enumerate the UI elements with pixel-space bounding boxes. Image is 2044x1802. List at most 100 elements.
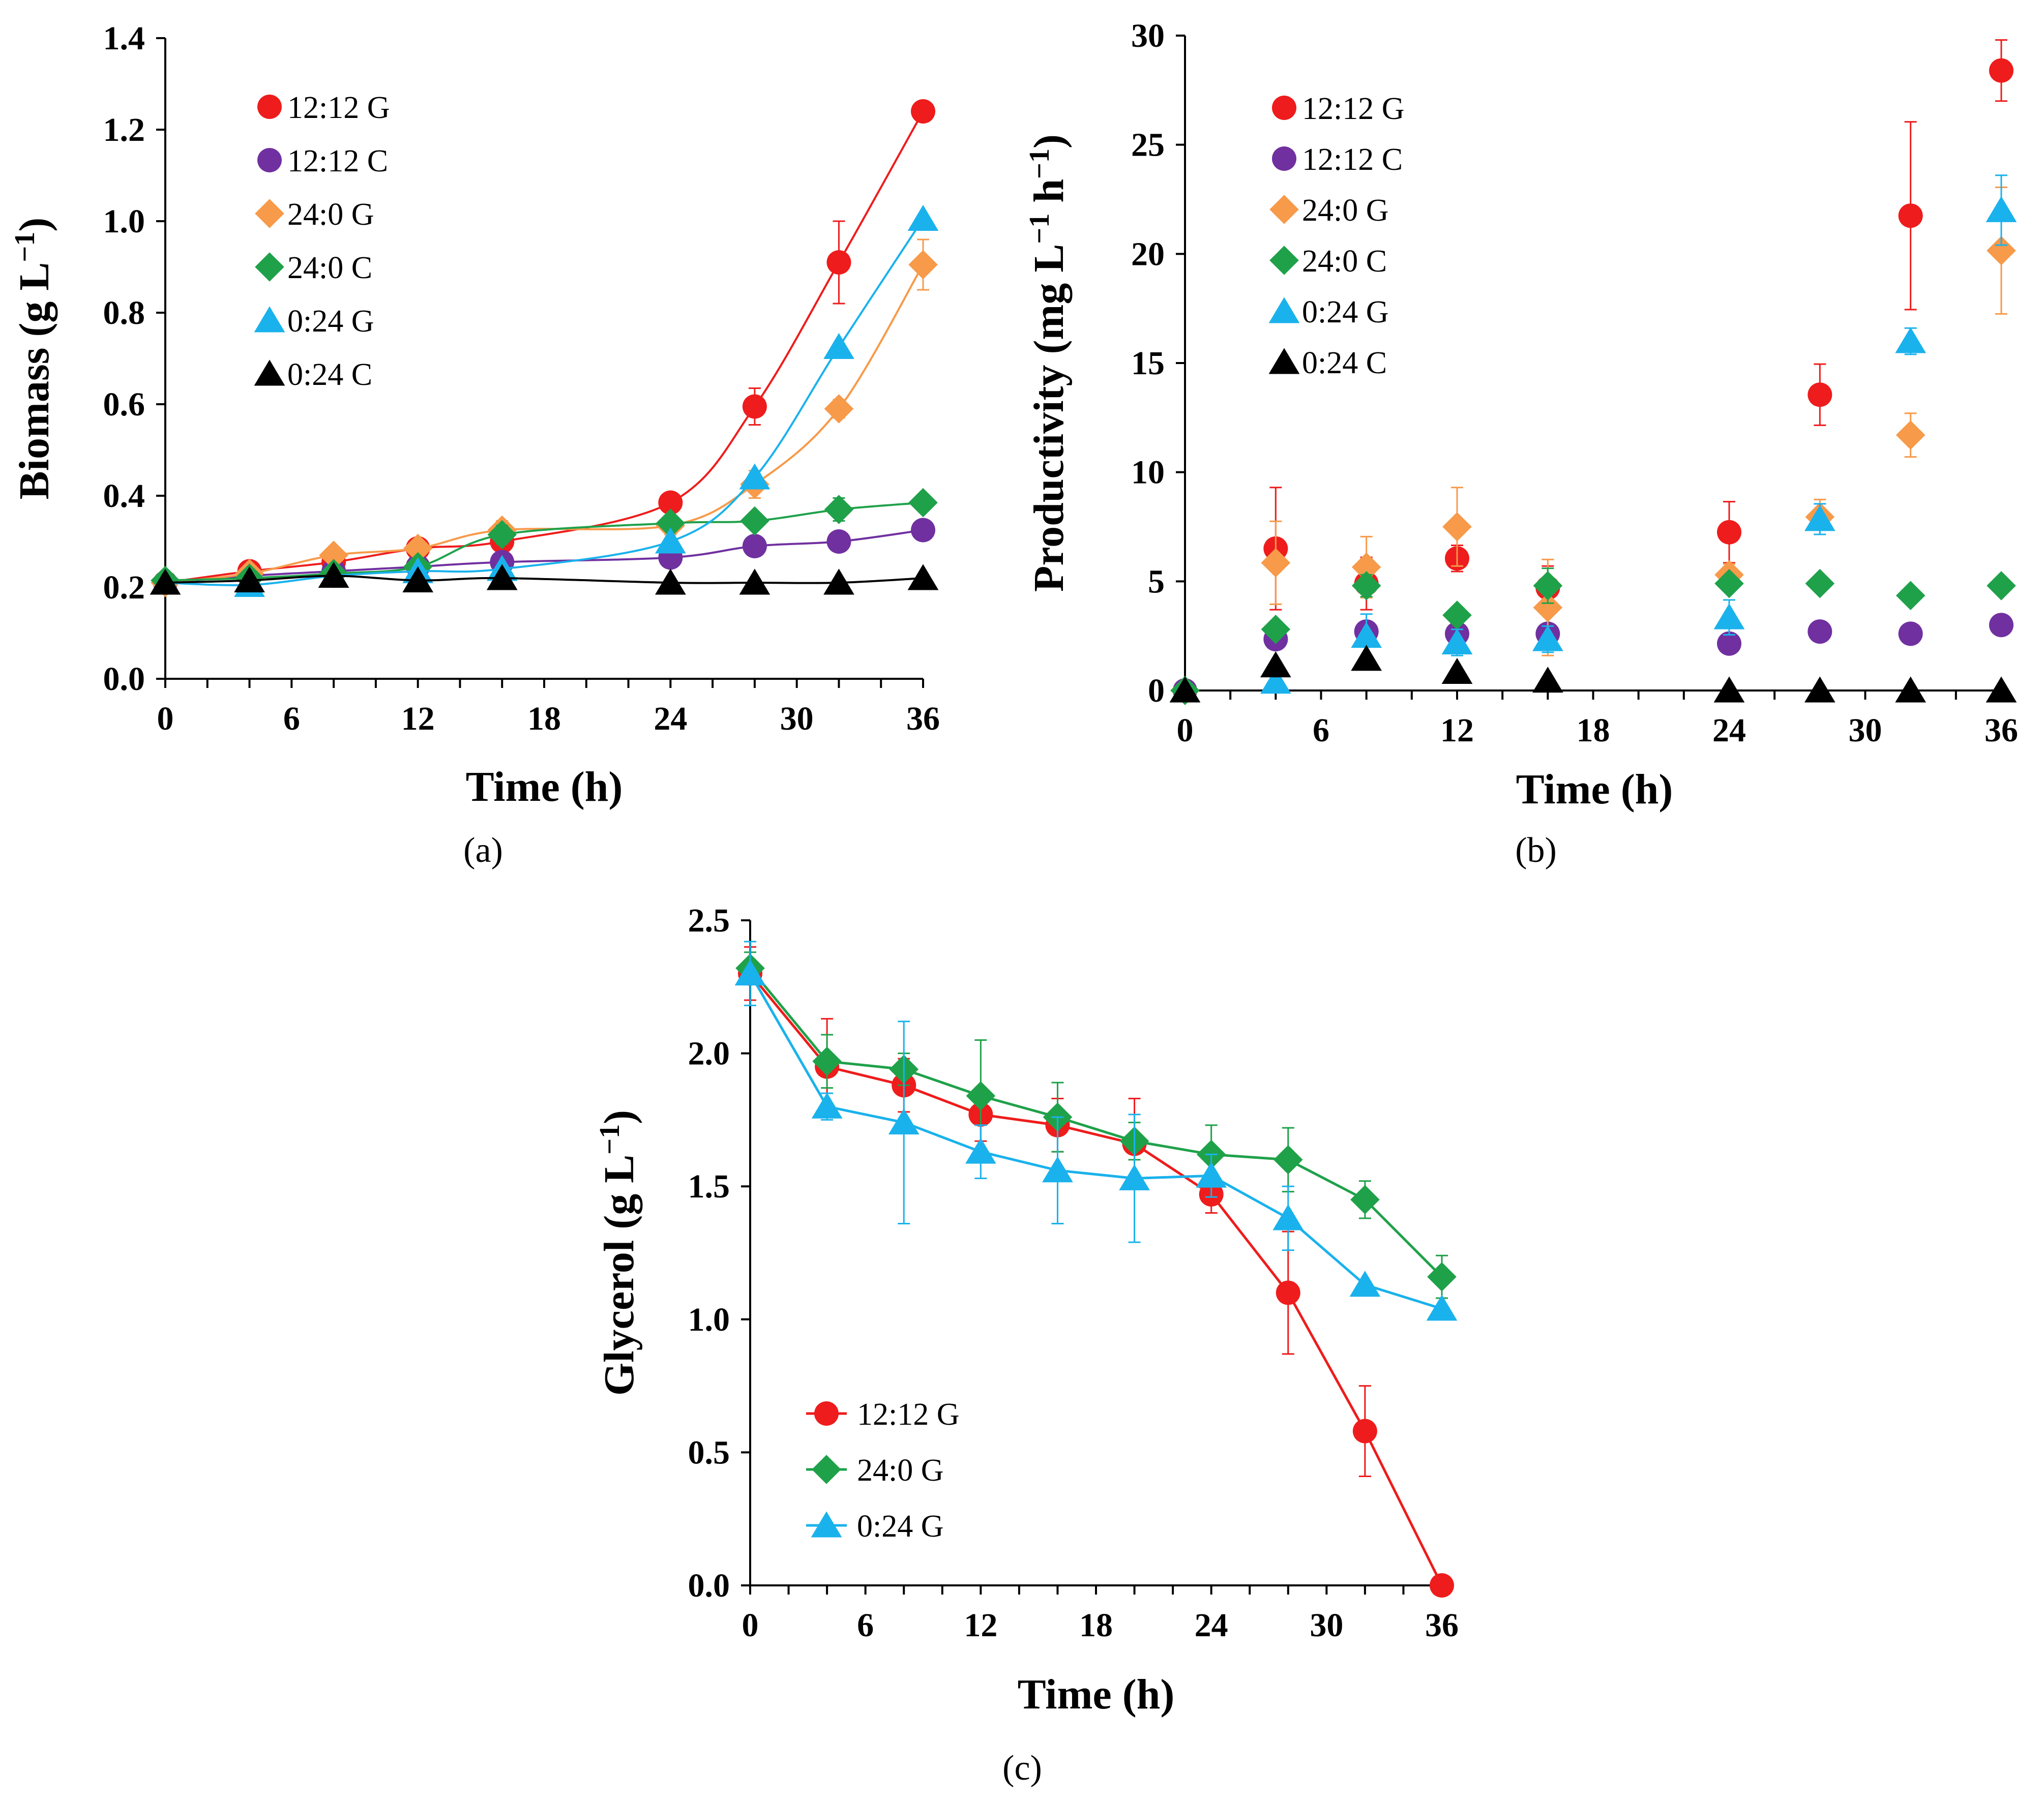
data-point	[402, 566, 434, 592]
legend-entry: 12:12 C	[1272, 142, 1403, 177]
y-tick-label: 1.5	[688, 1168, 730, 1205]
data-point	[1986, 196, 2017, 222]
x-tick-label: 18	[1079, 1607, 1113, 1644]
data-point	[1714, 568, 1744, 598]
data-point	[1895, 420, 1925, 450]
data-point	[658, 490, 683, 515]
data-point	[319, 540, 348, 570]
x-tick-label: 12	[1440, 712, 1474, 749]
data-point	[1430, 1573, 1454, 1598]
data-point	[150, 568, 181, 595]
legend-entry: 12:12 C	[257, 144, 388, 178]
data-point	[1532, 625, 1563, 651]
series-12-12-g	[153, 99, 935, 595]
legend-marker	[812, 1455, 841, 1484]
data-point	[742, 394, 767, 419]
data-point	[403, 533, 433, 563]
x-tick-label: 12	[964, 1607, 997, 1644]
data-point	[1533, 593, 1563, 622]
data-point	[911, 518, 935, 543]
y-tick-label: 10	[1131, 454, 1165, 491]
x-tick-label: 30	[780, 700, 814, 737]
x-tick-label: 6	[857, 1607, 874, 1644]
data-point	[823, 568, 854, 595]
legend-marker	[255, 252, 284, 282]
trend-curve	[165, 529, 924, 584]
data-point	[1989, 613, 2013, 638]
legend-entry: 12:12 G	[1272, 92, 1405, 126]
legend-entry: 12:12 G	[806, 1397, 960, 1432]
series-line	[749, 973, 1443, 1586]
y-tick-label: 1.0	[103, 203, 145, 240]
data-point	[1895, 676, 1927, 703]
data-point	[907, 204, 939, 231]
series-12-12-c	[1173, 613, 2013, 703]
y-tick-label: 1.0	[688, 1301, 730, 1338]
legend-marker	[814, 1401, 839, 1426]
data-point	[1713, 676, 1745, 703]
data-point	[1427, 1262, 1457, 1292]
trend-curve	[165, 111, 924, 584]
x-tick-label: 0	[742, 1607, 759, 1644]
data-point	[911, 99, 935, 124]
series-12-12-g	[738, 946, 1454, 1598]
panel-label: (b)	[1515, 831, 1557, 870]
data-point	[655, 568, 686, 595]
legend-marker	[1268, 297, 1300, 323]
data-point	[1441, 628, 1473, 655]
data-point	[823, 333, 854, 359]
data-point	[1532, 667, 1563, 693]
data-point	[742, 534, 767, 558]
data-point	[1196, 1161, 1227, 1188]
data-point	[1989, 58, 2013, 83]
legend-marker	[255, 199, 284, 228]
x-tick-label: 6	[283, 700, 300, 737]
series-line	[749, 967, 1443, 1278]
data-point	[1426, 1295, 1458, 1321]
legend-label: 12:12 C	[1302, 142, 1403, 177]
data-point	[1442, 512, 1472, 542]
panel-a-biomass-chart: 0.0 0.2 0.4 0.6 0.8 1.0 1.2 1.4 0 6 12 18 24 30 36 Time…	[9, 20, 940, 870]
series-0-24-g	[1169, 174, 2017, 703]
data-point	[824, 495, 854, 524]
series-0-24-c	[150, 561, 939, 595]
legend-marker	[811, 1511, 842, 1538]
data-point	[811, 1092, 843, 1119]
trend-curve	[165, 218, 924, 587]
legend-marker	[1272, 146, 1296, 171]
data-point	[908, 250, 938, 280]
data-point	[1717, 631, 1741, 656]
x-axis-label: Time (h)	[1516, 766, 1673, 813]
y-tick-label: 0.0	[688, 1567, 730, 1604]
data-point	[318, 561, 349, 588]
y-tick-label: 5	[1148, 563, 1165, 600]
data-point	[1987, 571, 2016, 600]
y-axis-label: Productivity (mg L−1 h−1)	[1024, 134, 1073, 592]
legend-label: 24:0 C	[1302, 244, 1387, 279]
data-point	[907, 564, 939, 590]
panel-b-productivity-chart: 0 5 10 15 20 25 30 0 6 12 18 24 30 36 Time (h) Producti…	[1024, 17, 2018, 870]
panel-label: (a)	[463, 831, 503, 870]
data-point	[1352, 1419, 1377, 1444]
y-tick-label: 1.4	[103, 20, 145, 57]
data-point	[1261, 614, 1291, 644]
data-point	[1276, 1280, 1300, 1305]
legend-label: 24:0 C	[287, 251, 372, 285]
legend-marker	[254, 359, 285, 386]
legend-label: 24:0 G	[857, 1453, 944, 1488]
y-axis-label: Glycerol (g L−1)	[594, 1110, 643, 1396]
data-point	[1898, 203, 1923, 228]
x-tick-label: 18	[1577, 712, 1610, 749]
data-point	[888, 1108, 920, 1135]
data-point	[1898, 621, 1923, 646]
data-point	[1261, 548, 1291, 578]
y-tick-label: 2.0	[688, 1035, 730, 1072]
legend-marker	[257, 148, 282, 172]
data-point	[1808, 382, 1832, 407]
legend-label: 12:12 G	[287, 91, 390, 125]
legend-label: 12:12 G	[857, 1397, 960, 1432]
data-point	[826, 529, 851, 554]
x-tick-label: 24	[1712, 712, 1746, 749]
data-point	[1442, 600, 1472, 630]
